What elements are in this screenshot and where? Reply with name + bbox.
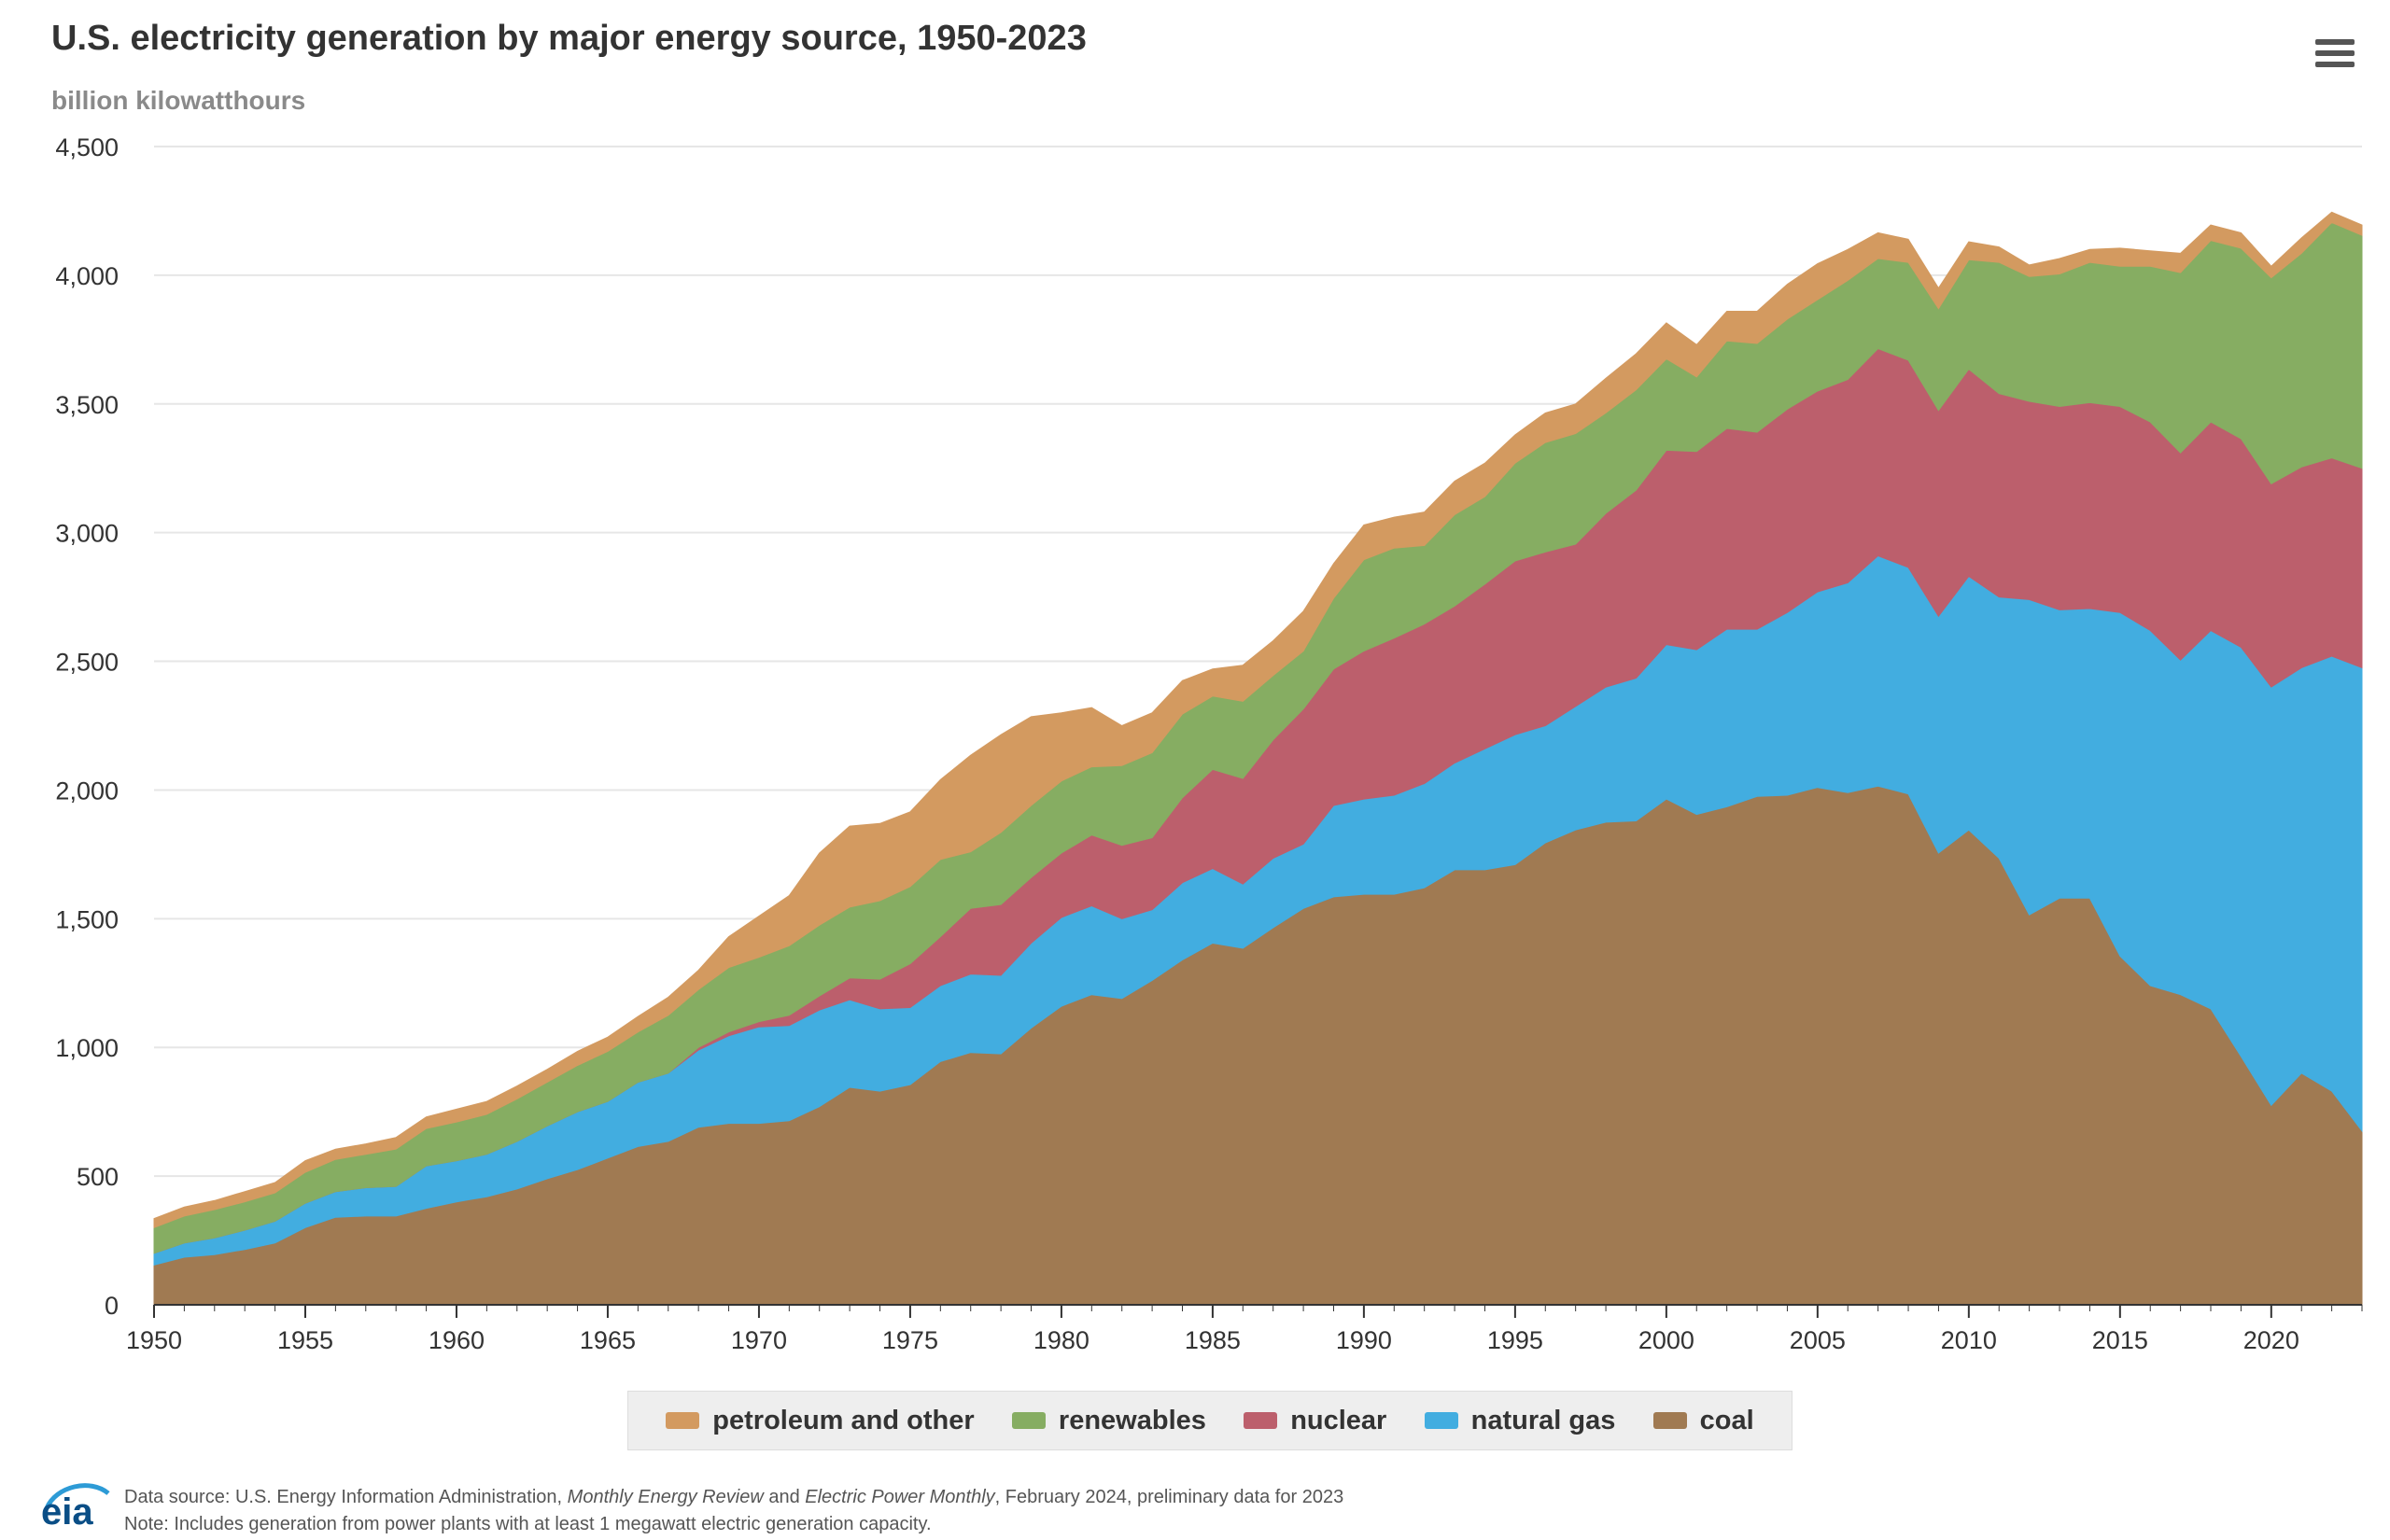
y-tick-label: 3,500: [55, 391, 119, 419]
legend-label: nuclear: [1290, 1405, 1387, 1435]
y-tick-label: 3,000: [55, 520, 119, 548]
x-tick-label: 1975: [882, 1326, 938, 1354]
x-tick-label: 2005: [1790, 1326, 1846, 1354]
legend-swatch: [1652, 1412, 1687, 1429]
legend-item-nuclear[interactable]: nuclear: [1244, 1406, 1386, 1436]
x-tick-label: 1960: [429, 1326, 485, 1354]
chart-legend: petroleum and other renewables nuclear natu…: [627, 1391, 1792, 1450]
x-tick-label: 1990: [1336, 1326, 1392, 1354]
chart-title: U.S. electricity generation by major ene…: [51, 19, 1087, 58]
legend-swatch: [1424, 1412, 1458, 1429]
source-and: and: [763, 1487, 806, 1507]
source-publication-2: Electric Power Monthly: [805, 1487, 995, 1507]
legend-swatch: [1244, 1412, 1278, 1429]
x-tick-label: 2010: [1941, 1326, 1997, 1354]
legend-item-renewables[interactable]: renewables: [1011, 1405, 1206, 1436]
x-tick-label: 2000: [1638, 1326, 1694, 1354]
hamburger-menu-icon[interactable]: [2315, 39, 2355, 73]
source-publication-1: Monthly Energy Review: [567, 1487, 764, 1507]
legend-label: coal: [1699, 1405, 1754, 1435]
x-tick-label: 1985: [1185, 1326, 1241, 1354]
data-source-line: Data source: U.S. Energy Information Adm…: [124, 1484, 1343, 1511]
x-tick-label: 1955: [277, 1326, 333, 1354]
legend-item-coal[interactable]: coal: [1652, 1405, 1754, 1436]
x-tick-label: 1995: [1487, 1326, 1543, 1354]
x-tick-label: 1980: [1033, 1326, 1090, 1354]
area-series: [153, 211, 2363, 1306]
eia-logo-text: eia: [41, 1491, 93, 1533]
legend-label: petroleum and other: [712, 1405, 975, 1435]
capacity-note: Note: Includes generation from power pla…: [124, 1514, 932, 1534]
chart-subtitle: billion kilowatthours: [51, 86, 306, 115]
source-note: Data source: U.S. Energy Information Adm…: [124, 1484, 1343, 1538]
y-tick-label: 1,000: [55, 1034, 119, 1062]
series-area-petroleum-and-other[interactable]: [153, 211, 2363, 1229]
x-tick-label: 1950: [126, 1326, 182, 1354]
x-tick-label: 2020: [2243, 1326, 2299, 1354]
legend-label: natural gas: [1470, 1405, 1616, 1435]
area-chart: 0 500 1,000 1,500 2,000 2,500 3,000 3,500 4,000 4…: [55, 133, 2363, 1354]
x-tick-label: 1970: [731, 1326, 787, 1354]
y-tick-label: 0: [105, 1292, 119, 1320]
legend-swatch: [1011, 1412, 1046, 1429]
axes: 0 500 1,000 1,500 2,000 2,500 3,000 3,500 4,000 4…: [55, 133, 2363, 1354]
y-tick-label: 1,500: [55, 905, 119, 933]
legend-swatch: [666, 1412, 700, 1429]
y-tick-label: 2,500: [55, 649, 119, 677]
source-suffix: , February 2024, preliminary data for 20…: [994, 1487, 1344, 1507]
x-tick-label: 2015: [2092, 1326, 2148, 1354]
y-tick-label: 4,500: [55, 133, 119, 161]
legend-label: renewables: [1058, 1405, 1206, 1435]
x-tick-label: 1965: [580, 1326, 636, 1354]
y-tick-label: 4,000: [55, 262, 119, 290]
source-prefix: Data source: U.S. Energy Information Adm…: [124, 1487, 568, 1507]
legend-item-natural-gas[interactable]: natural gas: [1424, 1405, 1616, 1436]
y-tick-label: 500: [77, 1163, 119, 1191]
eia-logo-swoosh-icon: [44, 1483, 110, 1510]
y-tick-label: 2,000: [55, 777, 119, 805]
legend-item-petroleum-and-other[interactable]: petroleum and other: [666, 1405, 975, 1436]
eia-logo: eia: [39, 1477, 114, 1533]
